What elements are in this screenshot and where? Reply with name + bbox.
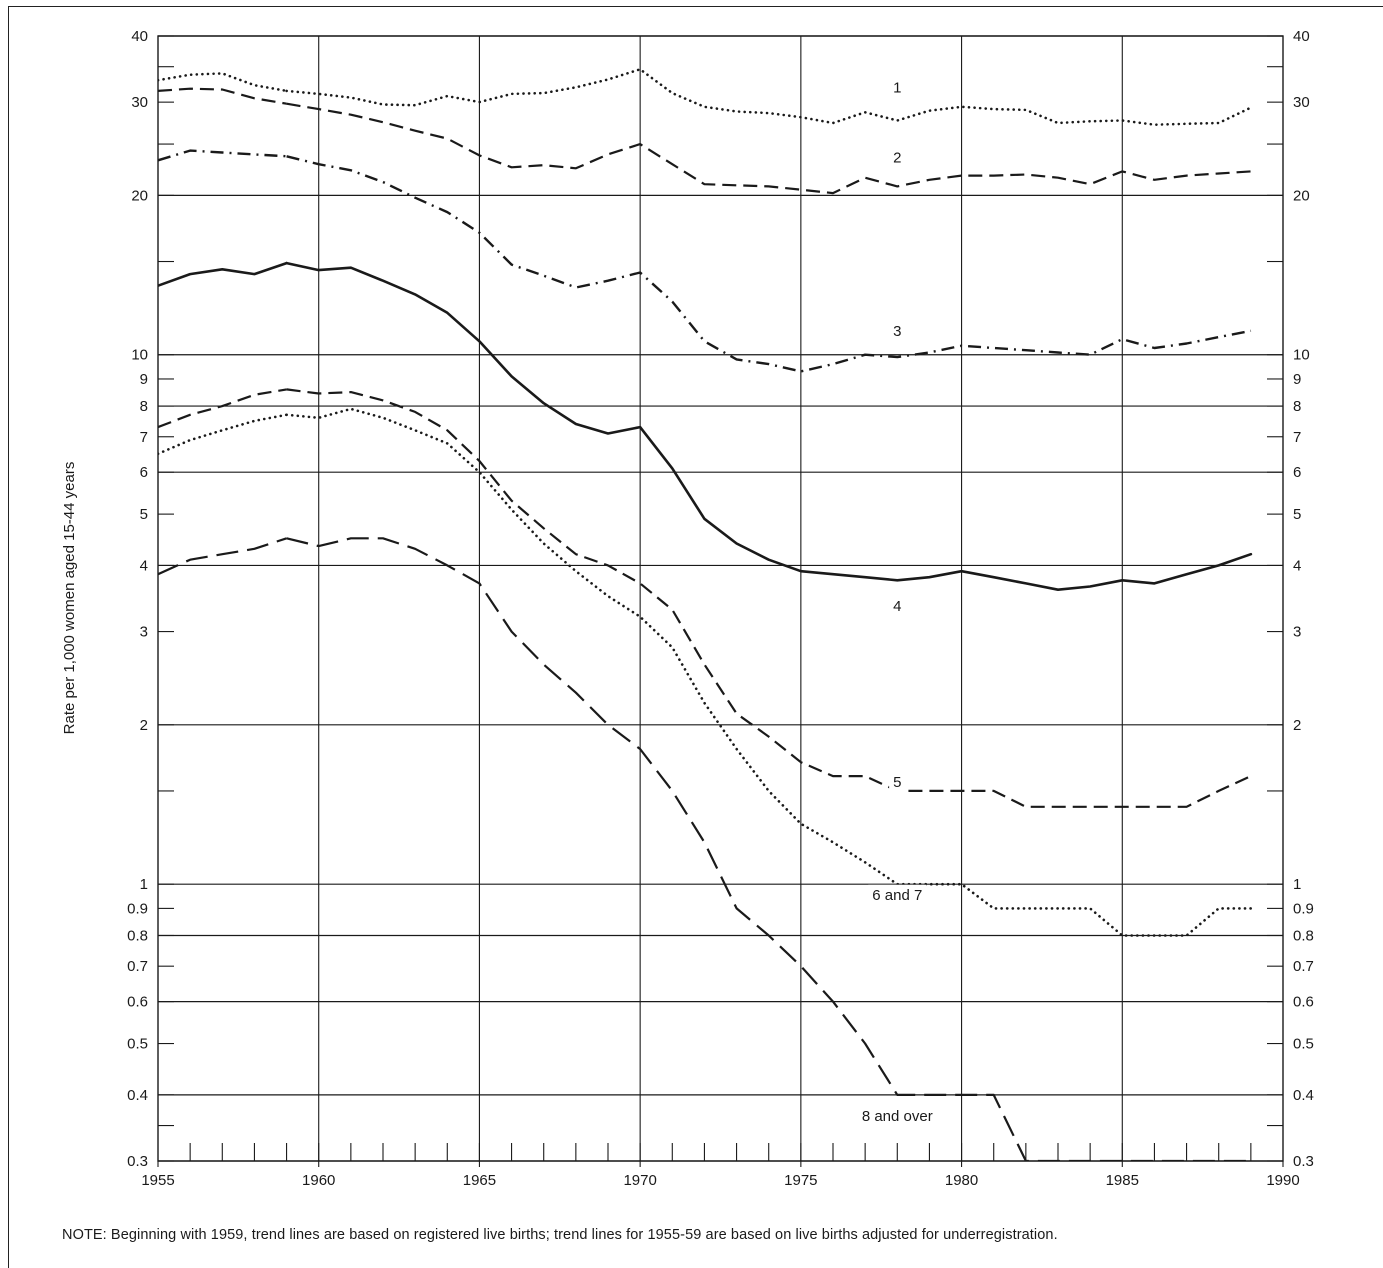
y-tick-label-right-1: 1 (1293, 876, 1301, 893)
series-8-and-over-registered (287, 538, 1251, 1161)
series-labels: 1 2 3 4 5 6 and 7 8 and over (858, 77, 937, 1127)
y-tick-label-left-9: 9 (140, 371, 148, 388)
y-tick-label-right-5: 5 (1293, 506, 1301, 523)
y-tick-label-right-0-3: 0.3 (1293, 1153, 1314, 1170)
y-tick-label-right-0-9: 0.9 (1293, 900, 1314, 917)
y-axis-label: Rate per 1,000 women aged 15-44 years (61, 462, 78, 735)
series-2-registered (287, 104, 1251, 193)
y-tick-label-left-5: 5 (140, 506, 148, 523)
series-1-adjusted (158, 73, 287, 91)
y-tick-label-left-0-6: 0.6 (127, 994, 148, 1011)
y-tick-label-left-7: 7 (140, 429, 148, 446)
y-tick-label-right-0-7: 0.7 (1293, 958, 1314, 975)
y-tick-label-left-20: 20 (131, 187, 148, 204)
series-2-adjusted (158, 89, 287, 104)
y-tick-label-left-10: 10 (131, 347, 148, 364)
series-lines (158, 69, 1251, 1161)
gridlines (158, 36, 1283, 1161)
series-6-and-7-adjusted (158, 415, 287, 454)
y-tick-label-right-7: 7 (1293, 429, 1301, 446)
y-tick-label-right-8: 8 (1293, 398, 1301, 415)
y-tick-label-left-8: 8 (140, 398, 148, 415)
x-tick-label-1955: 1955 (141, 1172, 174, 1189)
y-tick-label-left-0-9: 0.9 (127, 900, 148, 917)
series-8-and-over-adjusted (158, 538, 287, 574)
x-tick-label-1960: 1960 (302, 1172, 335, 1189)
series-3-label: 3 (893, 323, 901, 340)
series-3-registered (287, 156, 1251, 371)
x-tick-label-1980: 1980 (945, 1172, 978, 1189)
y-tick-label-right-0-4: 0.4 (1293, 1087, 1314, 1104)
y-tick-label-left-0-5: 0.5 (127, 1036, 148, 1053)
series-5-adjusted (158, 389, 287, 427)
y-tick-label-left-1: 1 (140, 876, 148, 893)
y-tick-label-left-6: 6 (140, 464, 148, 481)
x-tick-label-1970: 1970 (623, 1172, 656, 1189)
y-tick-label-right-4: 4 (1293, 557, 1301, 574)
y-tick-label-right-40: 40 (1293, 28, 1310, 45)
y-tick-label-right-9: 9 (1293, 371, 1301, 388)
series-3-adjusted (158, 151, 287, 161)
y-tick-label-left-0-3: 0.3 (127, 1153, 148, 1170)
y-tick-label-left-30: 30 (131, 94, 148, 111)
x-tick-label-1985: 1985 (1106, 1172, 1139, 1189)
series-5-registered (287, 389, 1251, 806)
series-4-registered (287, 263, 1251, 590)
y-tick-label-left-0-7: 0.7 (127, 958, 148, 975)
y-tick-label-left-40: 40 (131, 28, 148, 45)
y-tick-label-right-0-5: 0.5 (1293, 1036, 1314, 1053)
x-tick-label-1975: 1975 (784, 1172, 817, 1189)
axes: 40 40 30 30 20 20 10 10 9 9 8 8 7 7 6 6 5 5 4 4 3 3 2 2 1 1 0.9 0.9… (127, 28, 1314, 1189)
x-tick-label-1965: 1965 (463, 1172, 496, 1189)
series-8-and-over-label: 8 and over (862, 1108, 933, 1125)
plot-border (158, 36, 1283, 1161)
y-tick-label-right-30: 30 (1293, 94, 1310, 111)
y-tick-label-right-0-6: 0.6 (1293, 994, 1314, 1011)
chart-note: NOTE: Beginning with 1959, trend lines a… (62, 1227, 1058, 1243)
y-tick-label-left-0-4: 0.4 (127, 1087, 148, 1104)
series-1-registered (287, 69, 1251, 124)
y-tick-label-right-2: 2 (1293, 717, 1301, 734)
y-tick-label-left-4: 4 (140, 557, 148, 574)
series-1-label: 1 (893, 79, 901, 96)
y-tick-label-right-6: 6 (1293, 464, 1301, 481)
y-tick-label-left-2: 2 (140, 717, 148, 734)
y-tick-label-left-3: 3 (140, 624, 148, 641)
series-4-label: 4 (893, 598, 901, 615)
series-6-and-7-label: 6 and 7 (872, 887, 922, 904)
x-tick-label-1990: 1990 (1266, 1172, 1299, 1189)
y-tick-label-left-0-8: 0.8 (127, 927, 148, 944)
series-6-and-7-registered (287, 409, 1251, 936)
series-4-adjusted (158, 263, 287, 286)
y-tick-label-right-10: 10 (1293, 347, 1310, 364)
y-tick-label-right-20: 20 (1293, 187, 1310, 204)
series-2-label: 2 (893, 149, 901, 166)
y-tick-label-right-0-8: 0.8 (1293, 927, 1314, 944)
chart-canvas: 40 40 30 30 20 20 10 10 9 9 8 8 7 7 6 6 5 5 4 4 3 3 2 2 1 1 0.9 0.9… (0, 0, 1383, 1225)
series-5-label: 5 (893, 774, 901, 791)
y-tick-label-right-3: 3 (1293, 624, 1301, 641)
